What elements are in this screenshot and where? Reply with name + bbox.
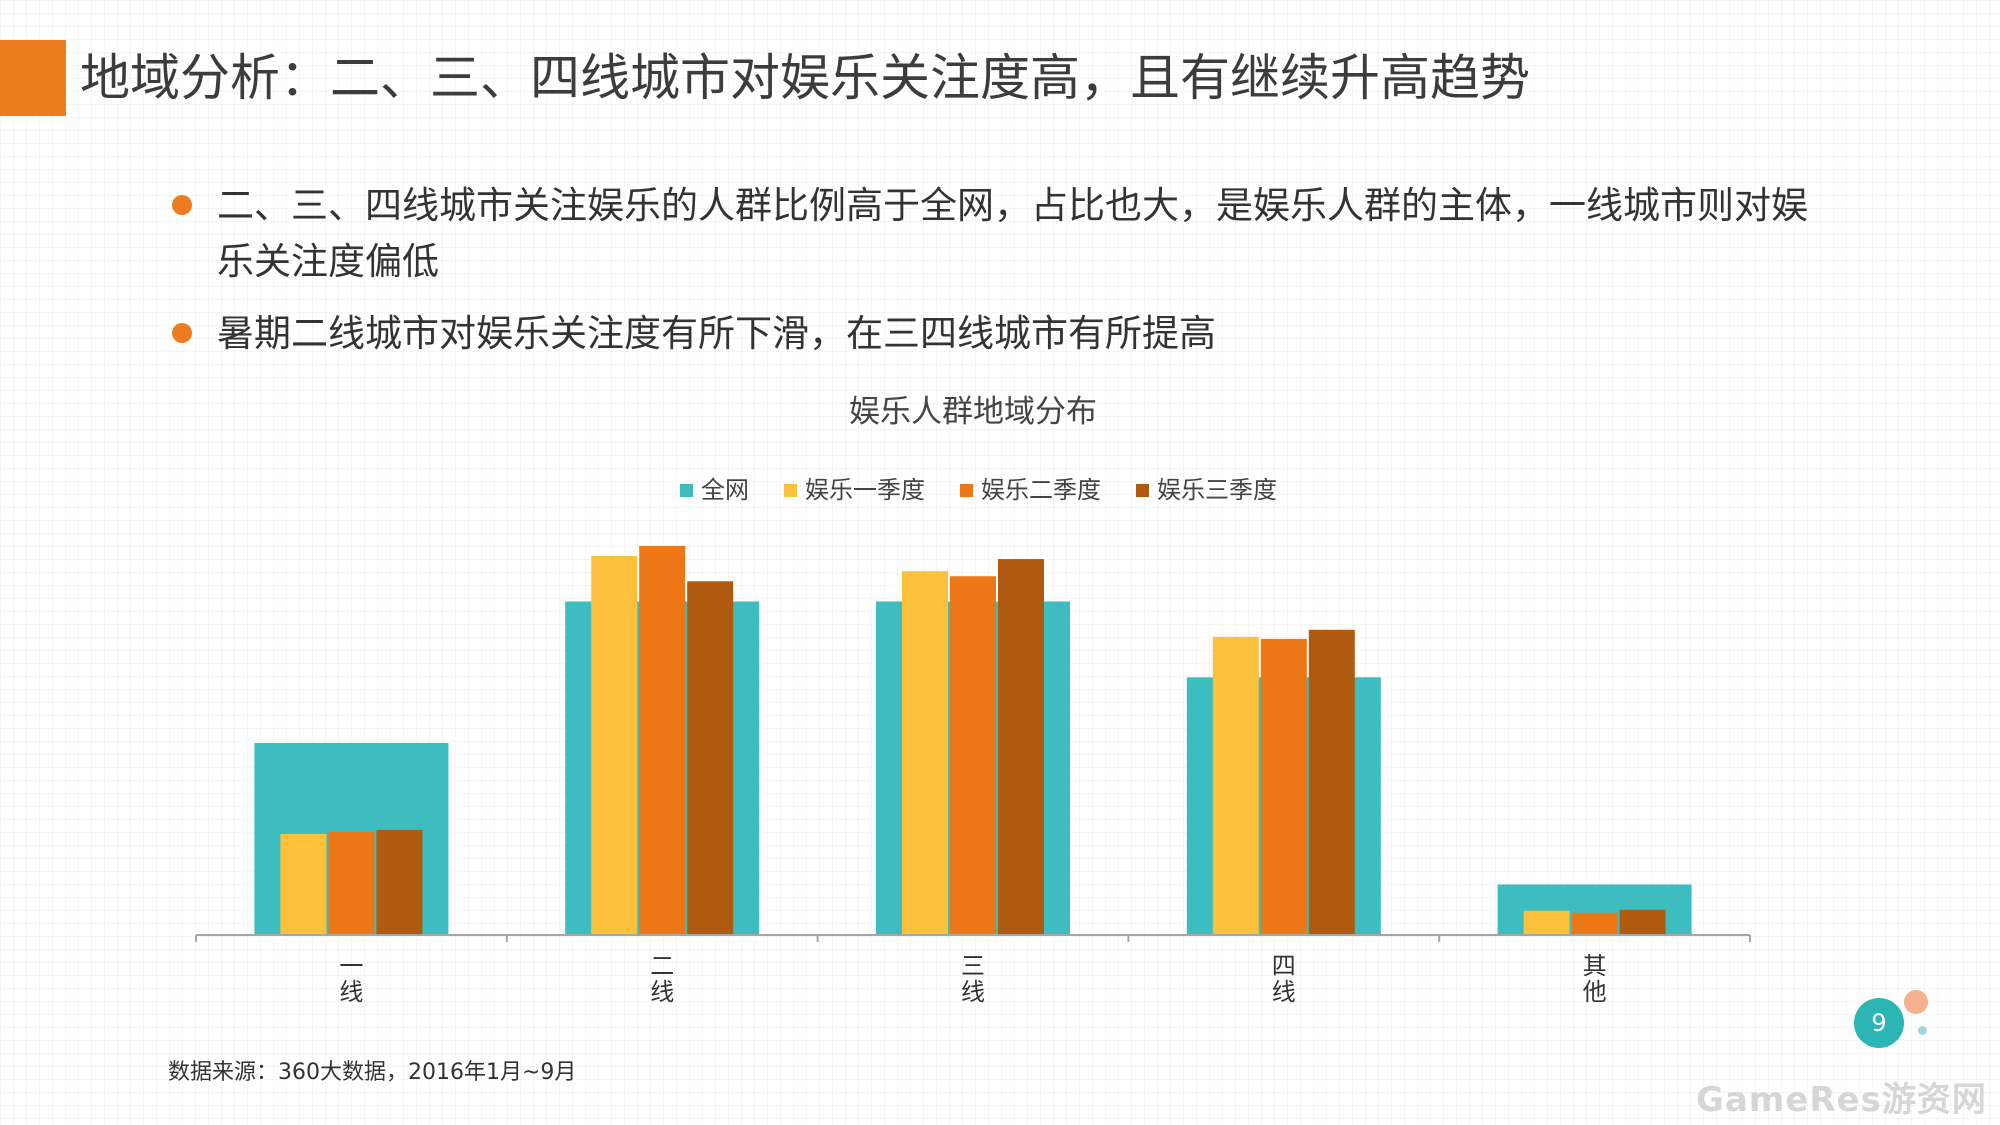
page-title: 地域分析：二、三、四线城市对娱乐关注度高，且有继续升高趋势 (80, 49, 1530, 107)
bullet-text: 二、三、四线城市关注娱乐的人群比例高于全网，占比也大，是娱乐人群的主体，一线城市… (217, 184, 1808, 283)
decorative-circle (1918, 1026, 1927, 1035)
bullet-text: 暑期二线城市对娱乐关注度有所下滑，在三四线城市有所提高 (217, 312, 1216, 355)
bar-娱乐三季度 (376, 829, 423, 935)
bar-娱乐三季度 (687, 581, 734, 935)
x-tick-label: 四 (1272, 952, 1296, 980)
bullet-dot-icon (172, 323, 192, 343)
bar-娱乐一季度 (591, 556, 638, 935)
legend-swatch (1136, 484, 1149, 497)
bar-娱乐三季度 (1308, 629, 1355, 935)
x-tick-label: 线 (650, 978, 674, 1006)
page-number-badge: 9 (1854, 998, 1904, 1048)
legend-label: 娱乐一季度 (805, 476, 925, 504)
legend-swatch (680, 484, 693, 497)
legend-swatch (784, 484, 797, 497)
bullet-item: 暑期二线城市对娱乐关注度有所下滑，在三四线城市有所提高 (172, 306, 1812, 362)
bar-娱乐三季度 (998, 559, 1044, 935)
bar-娱乐二季度 (950, 576, 996, 935)
bullet-list: 二、三、四线城市关注娱乐的人群比例高于全网，占比也大，是娱乐人群的主体，一线城市… (172, 178, 1812, 378)
bar-娱乐二季度 (328, 831, 375, 935)
bar-娱乐一季度 (1212, 636, 1259, 935)
legend-label: 娱乐三季度 (1157, 476, 1277, 504)
bullet-dot-icon (172, 195, 192, 215)
chart-title: 娱乐人群地域分布 (849, 394, 1097, 430)
x-tick-label: 其 (1583, 952, 1607, 980)
legend-swatch (960, 484, 973, 497)
data-source-note: 数据来源：360大数据，2016年1月~9月 (168, 1060, 577, 1085)
bar-娱乐一季度 (902, 571, 948, 935)
bar-娱乐一季度 (1523, 910, 1570, 935)
x-tick-label: 线 (1272, 978, 1296, 1006)
x-tick-label: 他 (1583, 978, 1607, 1006)
bullet-item: 二、三、四线城市关注娱乐的人群比例高于全网，占比也大，是娱乐人群的主体，一线城市… (172, 178, 1812, 290)
legend-label: 全网 (701, 476, 749, 504)
bar-娱乐二季度 (639, 545, 686, 935)
bar-娱乐二季度 (1260, 638, 1307, 935)
watermark-logo: GameRes游资网 (1696, 1080, 1987, 1120)
bar-娱乐三季度 (1619, 909, 1666, 935)
bar-娱乐一季度 (280, 833, 327, 935)
x-tick-label: 三 (961, 952, 985, 980)
legend-label: 娱乐二季度 (981, 476, 1101, 504)
decorative-circle (1904, 990, 1928, 1014)
x-tick-label: 一 (339, 952, 363, 980)
x-tick-label: 线 (339, 978, 363, 1006)
x-tick-label: 二 (650, 952, 674, 980)
x-tick-label: 线 (961, 978, 985, 1006)
title-accent-block (0, 40, 66, 116)
bar-娱乐二季度 (1571, 912, 1618, 935)
